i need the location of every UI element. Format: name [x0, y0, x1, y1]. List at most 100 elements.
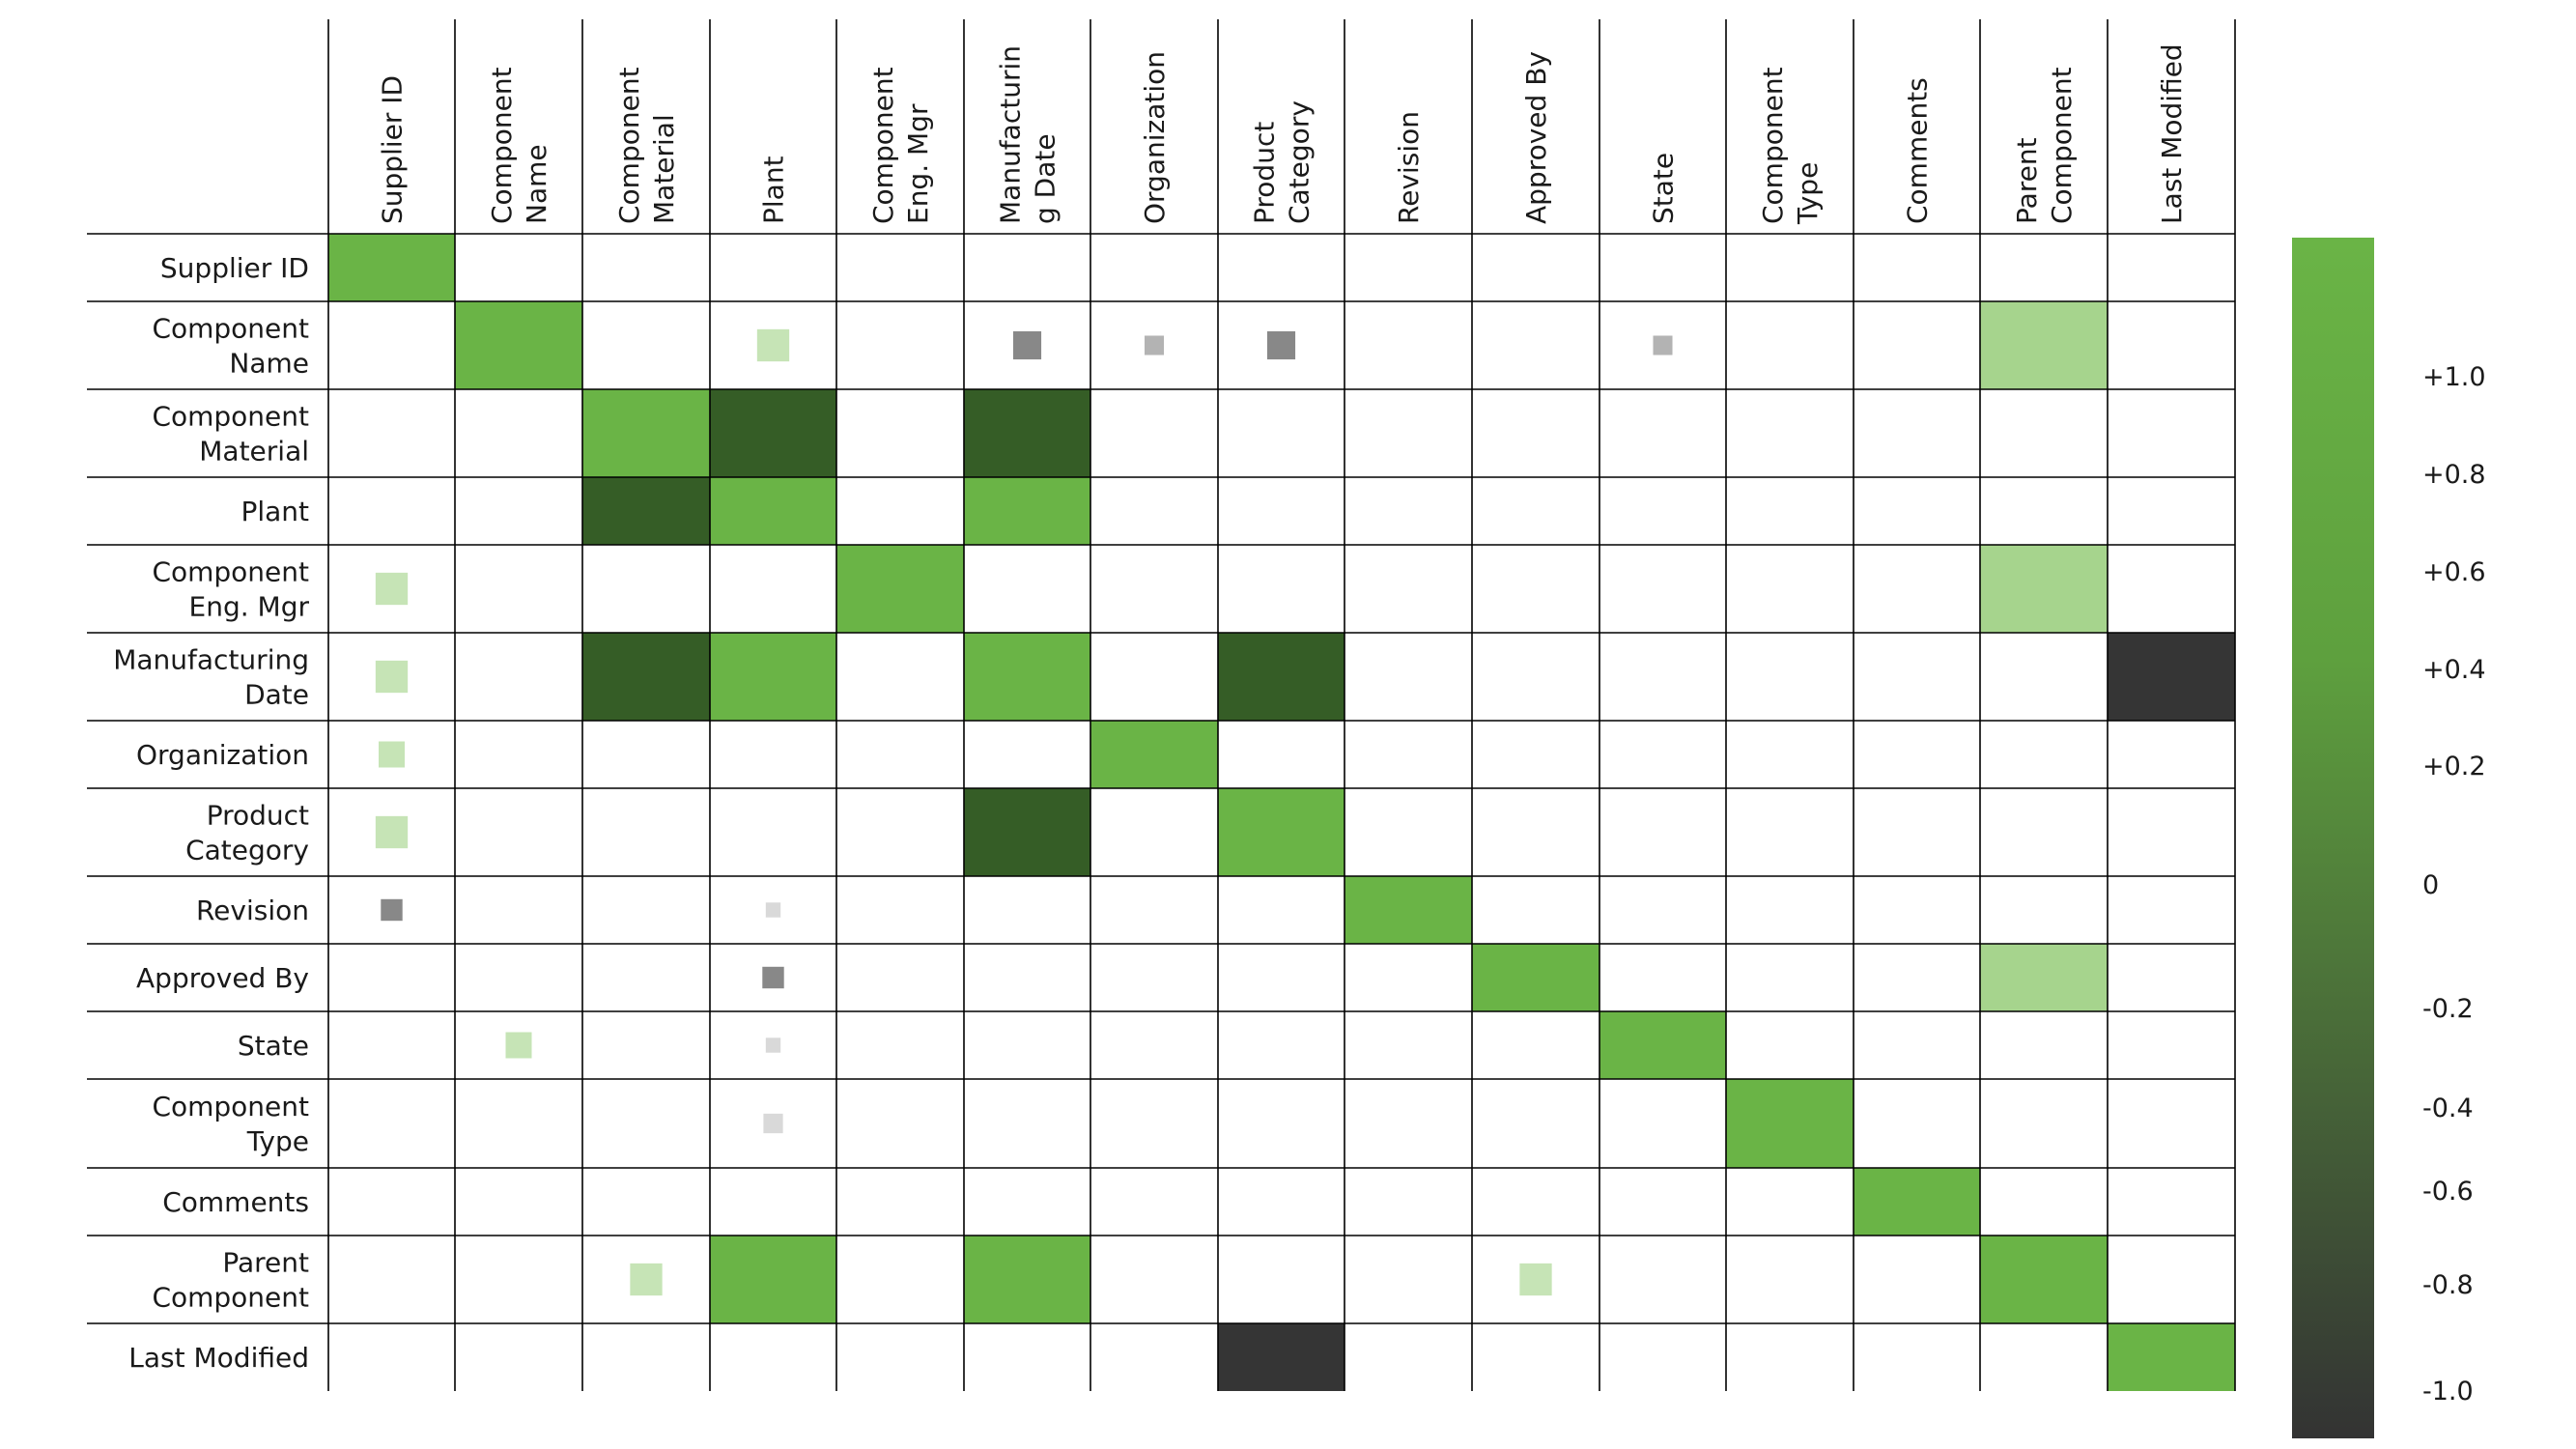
row-label-line: Type — [246, 1125, 309, 1157]
colorbar-tick-label: +0.6 — [2422, 557, 2486, 587]
column-label-manufacturin-g-date: Manufacturin g Date — [995, 45, 1062, 224]
heatmap-cell-r7-c5 — [964, 788, 1090, 876]
column-label-line: Organization — [1139, 51, 1171, 224]
row-label-component-name: Component Name — [152, 313, 309, 380]
heatmap-cell-r1-c3 — [756, 328, 790, 362]
row-label-line: Category — [185, 835, 309, 867]
column-label-product-category: Product Category — [1249, 100, 1316, 224]
column-label-line: Product — [1249, 122, 1281, 224]
column-label-text: Supplier ID — [377, 75, 409, 224]
column-label-line: Eng. Mgr — [902, 103, 934, 224]
heatmap-cell-r3-c5 — [964, 477, 1090, 545]
row-label-line: Plant — [241, 496, 309, 527]
row-label-approved-by: Approved By — [136, 962, 309, 994]
colorbar-tick-label: -0.4 — [2422, 1094, 2474, 1123]
heatmap-cell-r9-c13 — [1980, 944, 2108, 1011]
heatmap-cell-r6-c6 — [1090, 721, 1218, 788]
heatmap-cell-r1-c10 — [1653, 335, 1673, 355]
heatmap-cell-r1-c13 — [1980, 301, 2108, 389]
column-label-text: Revision — [1393, 111, 1425, 224]
heatmap-cell-r13-c9 — [1519, 1263, 1552, 1296]
column-label-text: Organization — [1139, 51, 1171, 224]
column-label-text: Plant — [758, 156, 790, 224]
heatmap-cell-r10-c3 — [765, 1037, 781, 1053]
column-label-comments: Comments — [1902, 77, 1934, 224]
heatmap-cell-r2-c5 — [964, 389, 1090, 477]
heatmap-cell-r13-c5 — [964, 1236, 1090, 1323]
heatmap-cell-r13-c13 — [1980, 1236, 2108, 1323]
heatmap-cell-r9-c3 — [762, 966, 784, 989]
heatmap-cell-r14-c7 — [1218, 1323, 1345, 1391]
row-label-state: State — [238, 1030, 309, 1062]
column-label-line: Parent — [2011, 137, 2043, 224]
row-label-line: Approved By — [136, 962, 309, 994]
heatmap-cell-r8-c3 — [765, 902, 781, 918]
row-label-last-modified: Last Modified — [128, 1342, 309, 1374]
column-label-line: Approved By — [1520, 51, 1552, 224]
column-label-component-material: Component Material — [613, 67, 680, 224]
column-label-last-modified: Last Modified — [2156, 43, 2188, 224]
column-label-approved-by: Approved By — [1520, 51, 1552, 224]
column-label-line: State — [1648, 153, 1680, 224]
row-label-component-eng-mgr: Component Eng. Mgr — [152, 556, 309, 623]
row-label-line: Component — [152, 556, 309, 588]
heatmap-cell-r6-c0 — [379, 741, 405, 768]
colorbar-tick-label: -1.0 — [2422, 1377, 2474, 1406]
column-label-text: Component Material — [613, 67, 680, 224]
heatmap-cell-r5-c5 — [964, 633, 1090, 721]
row-label-plant: Plant — [241, 496, 309, 527]
heatmap-cell-r11-c3 — [763, 1113, 783, 1134]
column-label-supplier-id: Supplier ID — [377, 75, 409, 224]
colorbar-tick-label: +1.0 — [2422, 362, 2486, 392]
row-label-component-material: Component Material — [152, 401, 309, 468]
colorbar-tick-label: +0.8 — [2422, 460, 2486, 490]
heatmap-cell-r0-c0 — [328, 234, 455, 301]
row-label-line: Revision — [196, 895, 309, 926]
column-label-line: Component — [867, 67, 899, 224]
colorbar-tick-label: -0.2 — [2422, 994, 2474, 1024]
heatmap-cell-r12-c12 — [1854, 1168, 1980, 1236]
column-label-text: Last Modified — [2156, 43, 2188, 224]
row-label-line: Parent — [222, 1247, 309, 1279]
row-label-manufacturing-date: Manufacturing Date — [113, 644, 309, 711]
column-label-plant: Plant — [758, 156, 790, 224]
row-label-line: Component — [152, 401, 309, 433]
column-label-text: Parent Component — [2011, 67, 2078, 224]
column-label-text: Product Category — [1249, 100, 1316, 224]
row-label-line: Name — [229, 348, 309, 380]
row-label-line: Material — [199, 436, 309, 468]
colorbar-tick-label: 0 — [2422, 870, 2439, 900]
column-label-state: State — [1648, 153, 1680, 224]
column-label-revision: Revision — [1393, 111, 1425, 224]
row-label-line: Organization — [136, 739, 309, 771]
column-label-text: Component Eng. Mgr — [867, 67, 934, 224]
heatmap-cell-r10-c1 — [505, 1032, 532, 1059]
column-label-line: Last Modified — [2156, 43, 2188, 224]
heatmap-cell-r1-c6 — [1144, 335, 1165, 355]
column-label-line: Plant — [758, 156, 790, 224]
column-label-line: Material — [648, 114, 680, 224]
row-label-line: Date — [244, 679, 309, 711]
row-label-component-type: Component Type — [152, 1091, 309, 1157]
heatmap-cell-r4-c13 — [1980, 545, 2108, 633]
row-label-comments: Comments — [162, 1186, 309, 1218]
column-label-line: Comments — [1902, 77, 1934, 224]
heatmap-cell-r4-c0 — [375, 572, 409, 606]
heatmap-cell-r3-c3 — [710, 477, 836, 545]
heatmap-cell-r8-c8 — [1345, 876, 1472, 944]
column-label-line: Component — [486, 67, 518, 224]
column-label-line: Revision — [1393, 111, 1425, 224]
row-label-line: Eng. Mgr — [189, 591, 310, 623]
column-label-text: Component Name — [486, 67, 552, 224]
column-label-parent-component: Parent Component — [2011, 67, 2078, 224]
row-label-organization: Organization — [136, 739, 309, 771]
row-label-line: Supplier ID — [160, 252, 309, 284]
row-label-line: Component — [152, 313, 309, 345]
row-label-line: Last Modified — [128, 1342, 309, 1374]
column-label-component-eng-mgr: Component Eng. Mgr — [867, 67, 934, 224]
heatmap-cell-r2-c2 — [582, 389, 710, 477]
colorbar-tick-label: -0.6 — [2422, 1177, 2474, 1207]
heatmap-cell-r5-c14 — [2108, 633, 2235, 721]
